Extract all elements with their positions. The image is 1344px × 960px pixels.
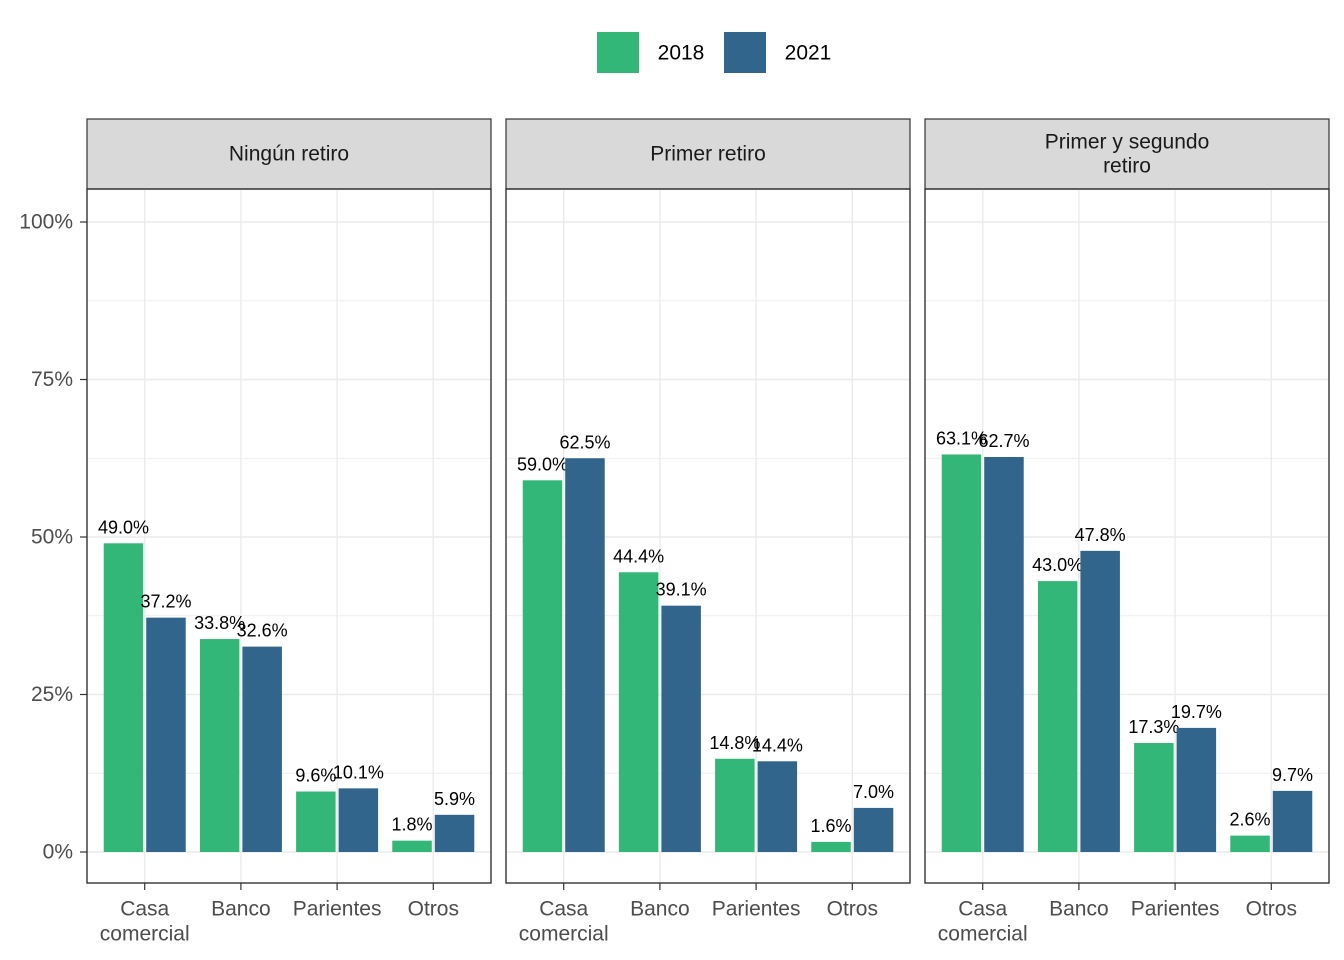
bar-2021 xyxy=(146,617,186,852)
legend-swatch-2018 xyxy=(597,32,639,73)
y-tick-label: 0% xyxy=(43,841,73,864)
data-label: 14.4% xyxy=(752,735,803,755)
legend-label-2021: 2021 xyxy=(785,42,832,65)
data-label: 9.6% xyxy=(295,766,336,786)
data-label: 37.2% xyxy=(140,592,191,612)
bar-2018 xyxy=(522,480,563,852)
bar-2021 xyxy=(984,456,1024,852)
data-label: 43.0% xyxy=(1032,555,1083,575)
panel-border xyxy=(505,188,911,884)
data-label: 19.7% xyxy=(1171,702,1222,722)
bar-2021 xyxy=(338,788,379,852)
bar-2021 xyxy=(1176,727,1217,852)
panel-1: Ningún retiro 49.0% 33.8% 9.6% 1.8% 37.2% 32.6… xyxy=(86,118,492,946)
data-label: 33.8% xyxy=(194,613,245,633)
x-tick-label: comercial xyxy=(519,923,609,946)
data-label: 1.8% xyxy=(392,815,433,835)
x-tick-label: Parientes xyxy=(1131,898,1220,921)
data-label: 47.8% xyxy=(1075,525,1126,545)
panel-border xyxy=(924,188,1330,884)
data-label: 63.1% xyxy=(936,428,987,448)
data-label: 1.6% xyxy=(811,816,852,836)
panel-title: Primer y segundo xyxy=(1045,131,1210,154)
bar-2018 xyxy=(1230,835,1270,852)
panel-title: Ningún retiro xyxy=(229,143,349,166)
y-tick-label: 25% xyxy=(31,683,73,706)
data-label: 9.7% xyxy=(1272,765,1313,785)
x-tick-label: Casa xyxy=(120,898,169,921)
panels: Ningún retiro 49.0% 33.8% 9.6% 1.8% 37.2% 32.6… xyxy=(86,118,1330,946)
bar-2018 xyxy=(392,840,432,852)
bar-2018 xyxy=(1037,581,1078,852)
bar-2021 xyxy=(853,807,894,852)
x-tick-label: Banco xyxy=(1049,898,1109,921)
x-tick-label: Casa xyxy=(539,898,588,921)
panel-border xyxy=(86,188,492,884)
y-tick-label: 50% xyxy=(31,526,73,549)
bar-2018 xyxy=(715,758,755,852)
data-label: 32.6% xyxy=(237,621,288,641)
y-axis: 0% 25% 50% 75% 100% xyxy=(19,211,87,864)
panel-title: retiro xyxy=(1103,155,1151,178)
bar-2021 xyxy=(242,646,282,852)
data-label: 7.0% xyxy=(853,782,894,802)
data-label: 17.3% xyxy=(1128,717,1179,737)
panel-title: Primer retiro xyxy=(650,143,766,166)
bar-2018 xyxy=(199,639,240,852)
data-label: 5.9% xyxy=(434,789,475,809)
bar-2018 xyxy=(296,791,336,852)
bar-2021 xyxy=(757,761,798,852)
x-tick-label: Casa xyxy=(958,898,1007,921)
y-tick-label: 75% xyxy=(31,368,73,391)
bar-2018 xyxy=(103,543,144,852)
bar-2021 xyxy=(1080,550,1120,852)
panel-strip xyxy=(86,118,492,190)
x-tick-label: Otros xyxy=(408,898,459,921)
bar-2018 xyxy=(811,841,851,852)
bar-2018 xyxy=(941,454,982,852)
data-label: 14.8% xyxy=(709,733,760,753)
data-label: 49.0% xyxy=(98,517,149,537)
legend: 2018 2021 xyxy=(597,32,831,73)
x-tick-label: comercial xyxy=(100,923,190,946)
x-tick-label: Otros xyxy=(1246,898,1297,921)
data-label: 59.0% xyxy=(517,454,568,474)
bar-2021 xyxy=(434,814,475,852)
bar-2021 xyxy=(1272,790,1313,852)
legend-swatch-2021 xyxy=(724,32,766,73)
legend-label-2018: 2018 xyxy=(658,42,705,65)
x-tick-label: Banco xyxy=(211,898,271,921)
data-label: 62.5% xyxy=(559,432,610,452)
x-tick-label: comercial xyxy=(938,923,1028,946)
x-tick-label: Parientes xyxy=(712,898,801,921)
x-tick-label: Banco xyxy=(630,898,690,921)
x-tick-label: Parientes xyxy=(293,898,382,921)
bar-2018 xyxy=(618,572,659,852)
data-label: 62.7% xyxy=(978,431,1029,451)
data-label: 2.6% xyxy=(1230,810,1271,830)
data-label: 44.4% xyxy=(613,546,664,566)
bar-2021 xyxy=(661,605,701,852)
bar-2018 xyxy=(1134,743,1174,852)
x-tick-label: Otros xyxy=(827,898,878,921)
data-label: 10.1% xyxy=(333,762,384,782)
data-label: 39.1% xyxy=(656,580,707,600)
bar-2021 xyxy=(565,458,605,852)
panel-strip xyxy=(924,118,1330,190)
panel-2: Primer retiro 59.0% 44.4% 14.8% 1.6% 62.5% 39.… xyxy=(505,118,911,946)
y-tick-label: 100% xyxy=(19,211,73,234)
